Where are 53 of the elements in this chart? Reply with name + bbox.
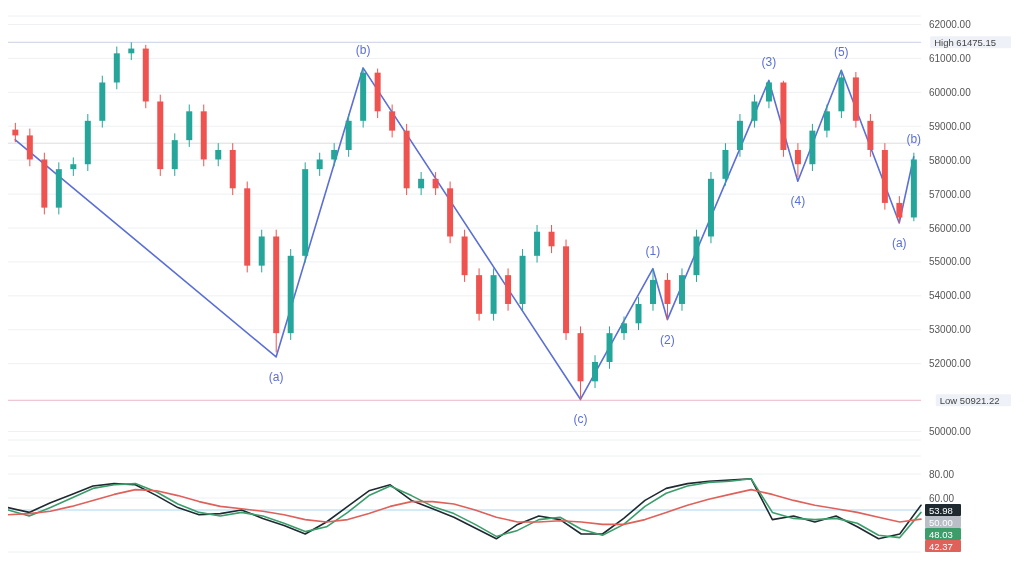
annotation: (5) xyxy=(833,45,849,60)
y-tick-label: 57000.00 xyxy=(929,188,972,200)
candlestick xyxy=(548,224,555,254)
value-badge: 48.03 xyxy=(925,528,961,540)
y-tick-label: 53000.00 xyxy=(929,324,972,336)
ref-line-label: Low 50921.22 xyxy=(939,394,1000,406)
annotation: (a) xyxy=(268,369,284,384)
annotation: (3) xyxy=(761,55,777,70)
annotation: (4) xyxy=(790,194,806,209)
candlestick xyxy=(316,152,323,177)
y-tick-label: 52000.00 xyxy=(929,358,972,370)
y-tick-label: 62000.00 xyxy=(929,19,972,31)
candlestick xyxy=(70,156,77,177)
candlestick xyxy=(765,79,772,109)
annotation: (2) xyxy=(660,332,675,347)
annotation: (b) xyxy=(906,131,922,146)
candlestick xyxy=(621,316,628,341)
candlestick xyxy=(635,296,642,331)
y-tick-label: 50000.00 xyxy=(929,426,972,438)
ref-line-label: 50.00 xyxy=(929,516,953,528)
candlestick xyxy=(389,104,396,138)
y-tick-label: 56000.00 xyxy=(929,222,972,234)
candlestick xyxy=(215,142,222,167)
y-tick-label: 58000.00 xyxy=(929,154,972,166)
candlestick xyxy=(823,104,830,138)
y-tick-label: 54000.00 xyxy=(929,290,972,302)
data-label: 42.37 xyxy=(929,540,953,552)
y-tick-label: 59000.00 xyxy=(929,120,972,132)
candlestick xyxy=(331,142,338,167)
candlestick xyxy=(896,195,903,224)
y-tick-label: 60.00 xyxy=(929,492,955,504)
ref-line-label: High 61475.15 xyxy=(934,36,997,48)
value-badge: High 61475.15 xyxy=(930,36,1011,49)
y-tick-label: 55000.00 xyxy=(929,256,972,268)
y-tick-label: 80.00 xyxy=(929,468,955,480)
candlestick xyxy=(432,171,439,196)
annotation: (b) xyxy=(355,42,371,57)
value-badge: Low 50921.22 xyxy=(935,394,1011,407)
line-series xyxy=(8,488,922,526)
candlestick xyxy=(418,171,425,196)
data-label: 48.03 xyxy=(929,528,953,540)
y-tick-label: 60000.00 xyxy=(929,86,972,98)
annotation: (c) xyxy=(573,412,588,427)
value-badge: 53.98 xyxy=(925,504,961,516)
annotation: (a) xyxy=(891,235,907,250)
candlestick xyxy=(751,94,758,129)
value-badge: 50.00 xyxy=(925,516,961,528)
annotation: (1) xyxy=(645,243,661,258)
value-badge: 42.37 xyxy=(925,540,961,552)
y-tick-label: 61000.00 xyxy=(929,52,972,64)
candlestick xyxy=(592,354,599,389)
candlestick xyxy=(794,142,801,178)
data-label: 53.98 xyxy=(929,504,953,516)
